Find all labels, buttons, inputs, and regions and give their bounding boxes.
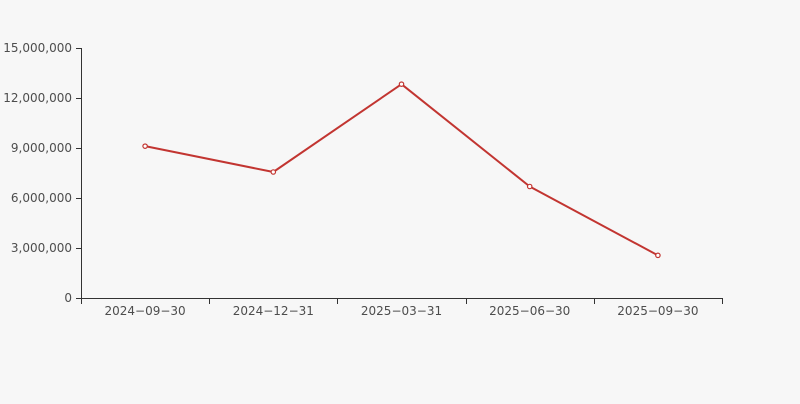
- y-axis-tick-label: 3,000,000: [11, 241, 72, 255]
- data-point-marker[interactable]: [398, 81, 405, 87]
- x-axis-tick-label: 2025−03−31: [361, 304, 442, 318]
- y-axis-tick-label: 12,000,000: [3, 91, 72, 105]
- data-point-marker[interactable]: [270, 169, 277, 175]
- y-axis-tick-label: 9,000,000: [11, 141, 72, 155]
- x-axis-tick-label: 2024−12−31: [233, 304, 314, 318]
- data-point-marker[interactable]: [142, 143, 148, 149]
- x-axis-tick-label: 2024−09−30: [105, 304, 186, 318]
- y-axis-tick-label: 6,000,000: [11, 191, 72, 205]
- data-point-marker[interactable]: [526, 183, 533, 190]
- y-axis-tick-label: 15,000,000: [3, 41, 72, 55]
- x-axis-tick-label: 2025−09−30: [617, 304, 698, 318]
- data-point-marker[interactable]: [655, 252, 661, 259]
- x-axis-tick-label: 2025−06−30: [489, 304, 570, 318]
- series-line: [144, 83, 659, 257]
- y-axis-tick-label: 0: [64, 291, 72, 305]
